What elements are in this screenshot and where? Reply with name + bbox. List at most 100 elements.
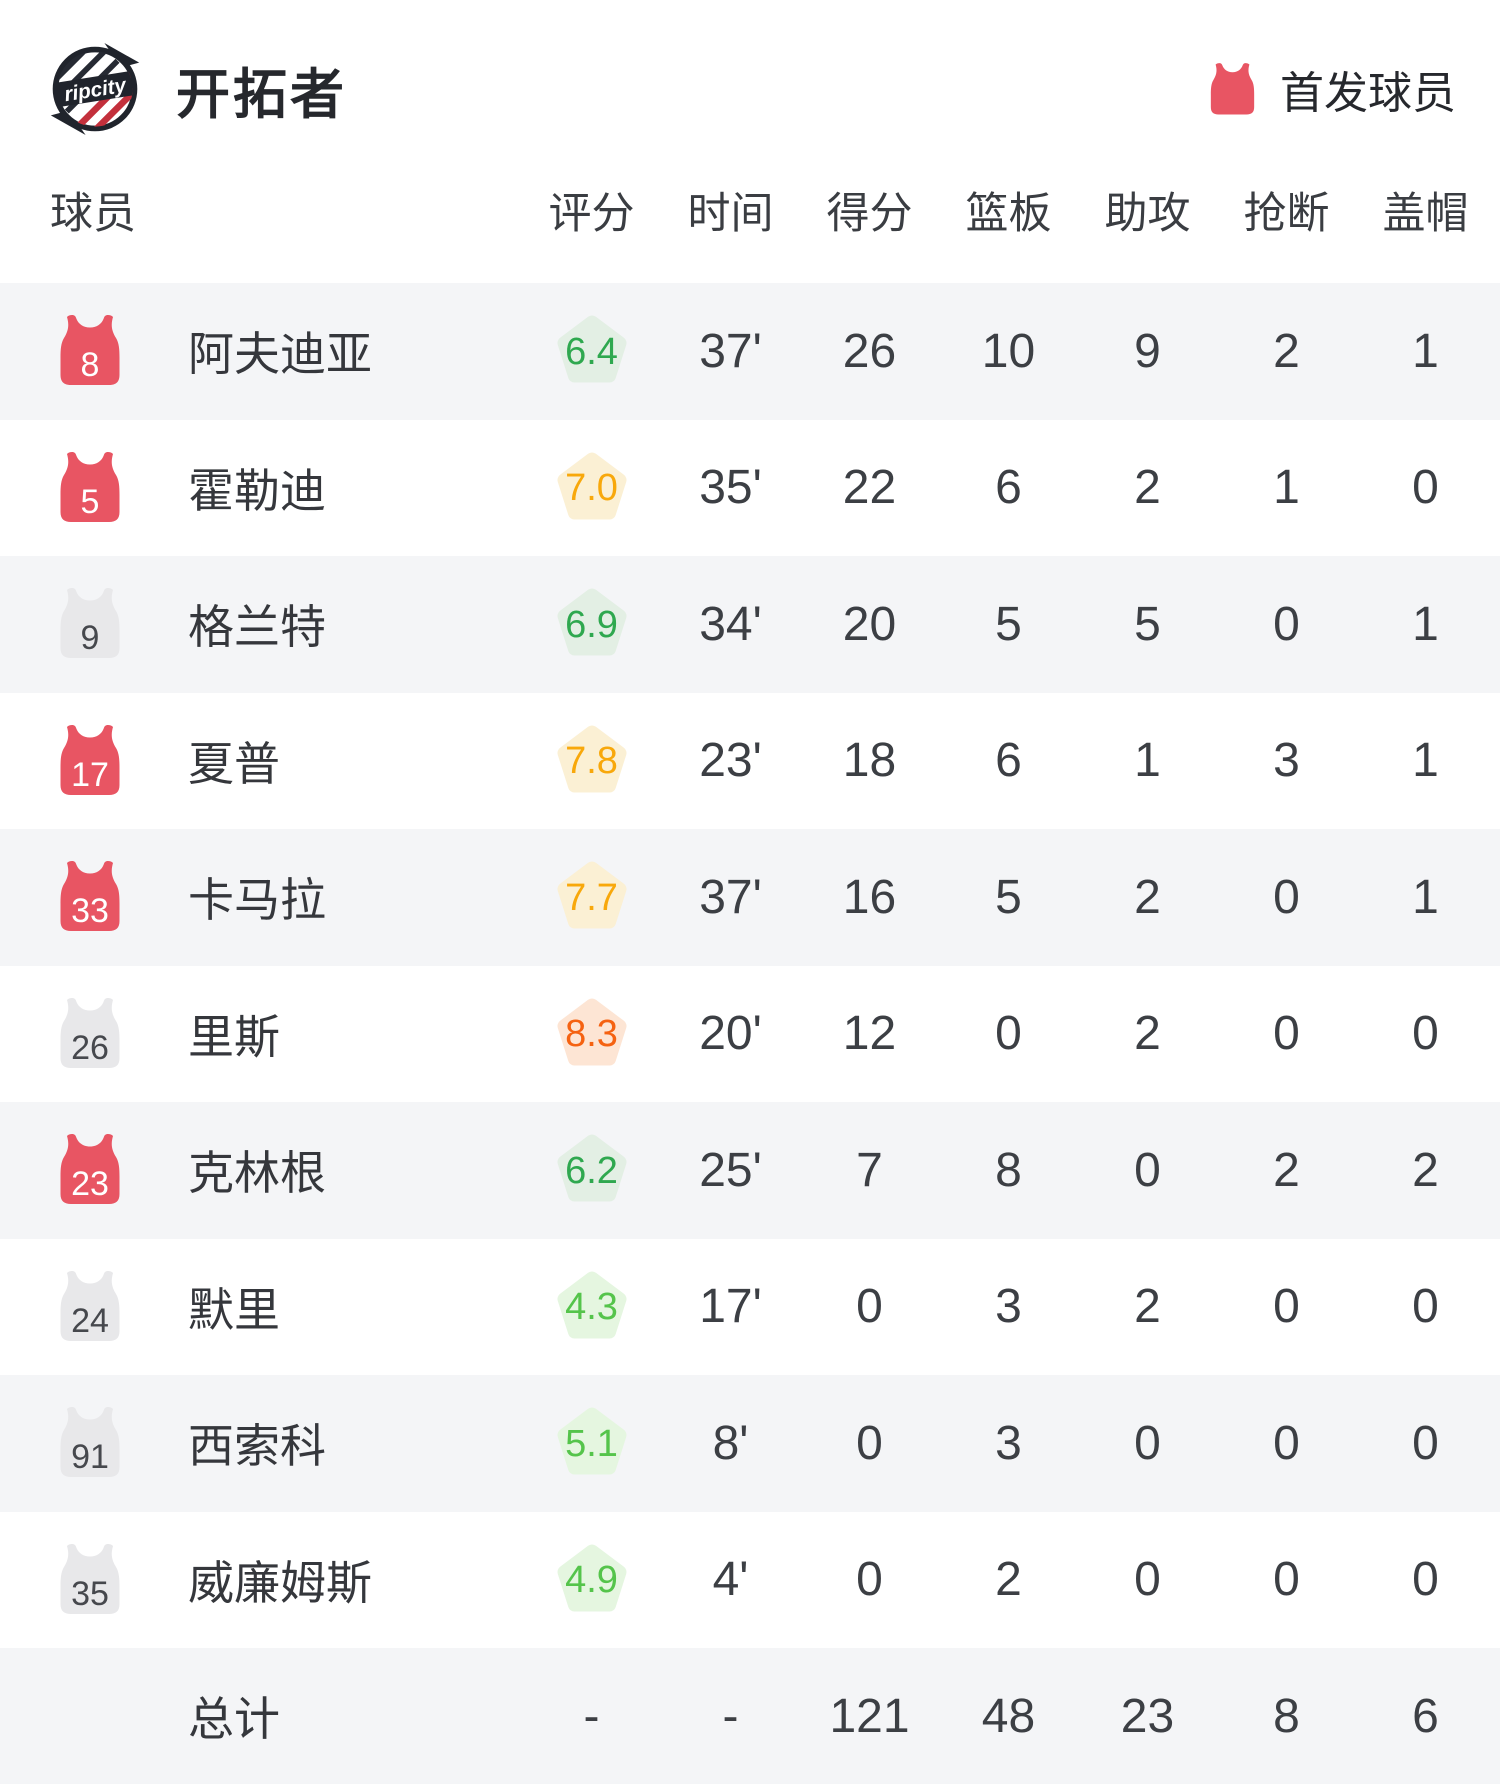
stat-blocks: 1 (1412, 734, 1439, 788)
player-cell: 17 夏普 (0, 724, 522, 797)
jersey-icon: 8 (58, 315, 122, 387)
player-row[interactable]: 17 夏普 7.8 23' 18 6 1 3 1 (0, 693, 1500, 830)
rating-cell: 7.7 (522, 856, 661, 938)
total-rebounds: 48 (981, 1689, 1036, 1743)
player-row[interactable]: 35 威廉姆斯 4.9 4' 0 2 0 0 0 (0, 1512, 1500, 1649)
player-name: 夏普 (188, 737, 280, 790)
player-row[interactable]: 9 格兰特 6.9 34' 20 5 5 0 1 (0, 556, 1500, 693)
jersey-icon: 9 (58, 588, 122, 660)
total-steals: 8 (1273, 1689, 1300, 1743)
stat-assists: 0 (1134, 1416, 1161, 1470)
stat-rebounds: 2 (995, 1553, 1022, 1607)
starter-legend-label: 首发球员 (1280, 69, 1456, 118)
stat-rebounds: 6 (995, 461, 1022, 515)
stat-steals: 2 (1273, 1143, 1300, 1197)
stat-steals: 1 (1273, 461, 1300, 515)
column-rating: 评分 (548, 189, 635, 238)
rating-badge: 7.8 (551, 720, 633, 802)
stat-points: 18 (842, 734, 897, 788)
jersey-number: 17 (71, 755, 109, 794)
stat-blocks: 2 (1412, 1143, 1439, 1197)
rating-badge: 7.7 (551, 856, 633, 938)
stat-rebounds: 3 (995, 1416, 1022, 1470)
rating-cell: 6.9 (522, 583, 661, 665)
player-row[interactable]: 91 西索科 5.1 8' 0 3 0 0 0 (0, 1375, 1500, 1512)
player-cell: 91 西索科 (0, 1407, 522, 1479)
stat-assists: 2 (1134, 461, 1161, 515)
stat-blocks: 0 (1412, 461, 1439, 515)
stat-assists: 1 (1134, 734, 1161, 788)
player-row[interactable]: 26 里斯 8.3 20' 12 0 2 0 0 (0, 966, 1500, 1103)
stat-steals: 0 (1273, 1280, 1300, 1334)
total-rating: - (583, 1689, 600, 1743)
stat-time: 4' (712, 1553, 749, 1607)
stat-time: 8' (712, 1416, 749, 1470)
stat-rebounds: 6 (995, 734, 1022, 788)
stat-time: 20' (699, 1007, 762, 1061)
player-name: 里斯 (188, 1010, 280, 1063)
player-cell: 24 默里 (0, 1270, 522, 1343)
stat-steals: 0 (1273, 1007, 1300, 1061)
player-name: 霍勒迪 (188, 464, 326, 517)
stat-rebounds: 10 (981, 324, 1036, 378)
rating-value: 8.3 (565, 1013, 618, 1056)
stat-blocks: 0 (1412, 1007, 1439, 1061)
rating-cell: 6.2 (522, 1129, 661, 1211)
column-steals: 抢断 (1243, 189, 1330, 238)
rating-value: 7.8 (565, 740, 618, 783)
player-name: 西索科 (188, 1420, 326, 1473)
team-logo-icon: ripcity (50, 42, 140, 136)
jersey-icon: 91 (58, 1407, 122, 1479)
rating-value: 5.1 (565, 1422, 618, 1465)
stat-time: 23' (699, 734, 762, 788)
rating-cell: 6.4 (522, 310, 661, 392)
stat-steals: 0 (1273, 870, 1300, 924)
rating-badge: 6.4 (551, 310, 633, 392)
player-row[interactable]: 33 卡马拉 7.7 37' 16 5 2 0 1 (0, 829, 1500, 966)
rating-cell: 4.9 (522, 1539, 661, 1621)
column-time: 时间 (687, 189, 774, 238)
stat-points: 12 (842, 1007, 897, 1061)
stat-steals: 0 (1273, 1553, 1300, 1607)
rating-badge: 5.1 (551, 1402, 633, 1484)
total-assists: 23 (1120, 1689, 1175, 1743)
jersey-icon: 24 (58, 1270, 122, 1343)
stat-points: 22 (842, 461, 897, 515)
stat-points: 0 (856, 1553, 883, 1607)
column-blocks: 盖帽 (1382, 189, 1469, 238)
stat-time: 17' (699, 1280, 762, 1334)
rating-badge: 4.3 (551, 1266, 633, 1348)
jersey-number: 91 (71, 1438, 109, 1477)
rating-value: 4.3 (565, 1286, 618, 1329)
jersey-icon: 5 (58, 451, 122, 524)
stat-rebounds: 0 (995, 1007, 1022, 1061)
player-cell: 35 威廉姆斯 (0, 1543, 522, 1616)
rating-badge: 4.9 (551, 1539, 633, 1621)
jersey-number: 9 (80, 619, 100, 658)
player-row[interactable]: 5 霍勒迪 7.0 35' 22 6 2 1 0 (0, 420, 1500, 557)
stat-rebounds: 8 (995, 1143, 1022, 1197)
stat-assists: 5 (1134, 597, 1161, 651)
column-points: 得分 (826, 189, 913, 238)
rating-cell: 4.3 (522, 1266, 661, 1348)
jersey-number: 5 (80, 482, 100, 521)
rating-badge: 8.3 (551, 993, 633, 1075)
player-row[interactable]: 24 默里 4.3 17' 0 3 2 0 0 (0, 1239, 1500, 1376)
player-cell: 23 克林根 (0, 1134, 522, 1206)
jersey-icon: 35 (58, 1543, 122, 1616)
jersey-number: 33 (71, 892, 109, 931)
jersey-number: 35 (71, 1574, 109, 1613)
stat-steals: 0 (1273, 597, 1300, 651)
player-cell: 9 格兰特 (0, 588, 522, 660)
starter-legend: 首发球员 (1209, 57, 1456, 121)
player-name: 威廉姆斯 (188, 1556, 372, 1609)
starter-jersey-icon (1210, 62, 1255, 114)
player-row[interactable]: 8 阿夫迪亚 6.4 37' 26 10 9 2 1 (0, 283, 1500, 420)
jersey-number: 26 (71, 1028, 109, 1067)
stat-points: 7 (856, 1143, 883, 1197)
player-row[interactable]: 23 克林根 6.2 25' 7 8 0 2 2 (0, 1102, 1500, 1239)
rating-value: 7.7 (565, 876, 618, 919)
rating-badge: 7.0 (551, 447, 633, 529)
stat-points: 16 (842, 870, 897, 924)
stat-blocks: 0 (1412, 1553, 1439, 1607)
